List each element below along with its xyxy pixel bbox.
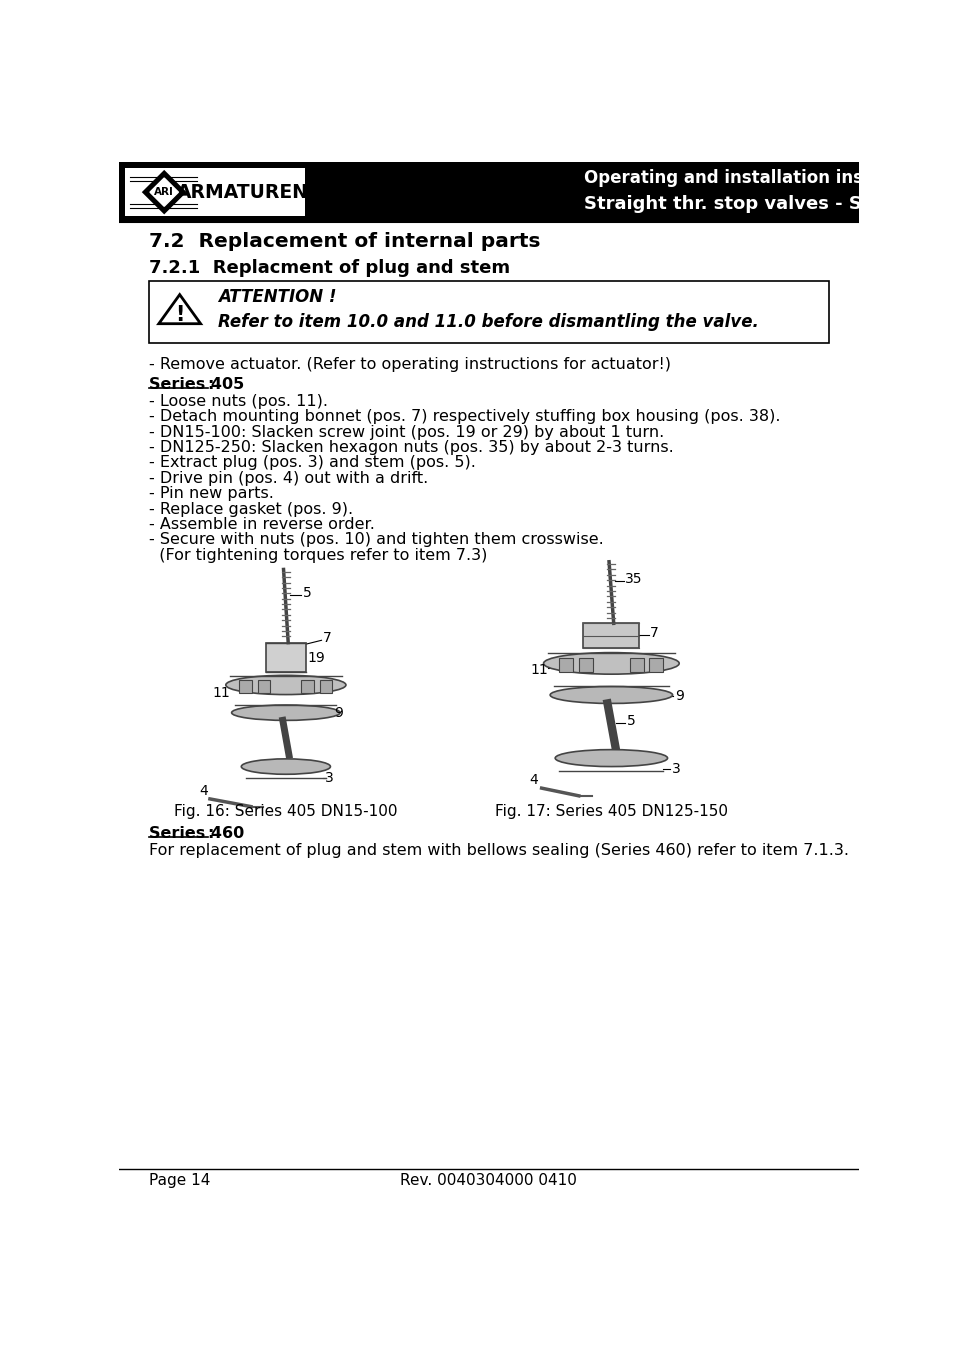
Text: - Extract plug (pos. 3) and stem (pos. 5).: - Extract plug (pos. 3) and stem (pos. 5…	[149, 455, 476, 470]
Text: - Remove actuator. (Refer to operating instructions for actuator!): - Remove actuator. (Refer to operating i…	[149, 357, 670, 372]
Text: Series 405: Series 405	[149, 377, 244, 392]
Ellipse shape	[232, 705, 340, 720]
Text: For replacement of plug and stem with bellows sealing (Series 460) refer to item: For replacement of plug and stem with be…	[149, 843, 848, 858]
Text: - Assemble in reverse order.: - Assemble in reverse order.	[149, 517, 375, 532]
Text: ARI: ARI	[154, 188, 174, 197]
Text: 7.2.1  Replacment of plug and stem: 7.2.1 Replacment of plug and stem	[149, 258, 509, 277]
Polygon shape	[158, 295, 200, 324]
Text: Fig. 17: Series 405 DN125-150: Fig. 17: Series 405 DN125-150	[495, 804, 727, 819]
Text: 19: 19	[307, 651, 325, 665]
Text: - Secure with nuts (pos. 10) and tighten them crosswise.: - Secure with nuts (pos. 10) and tighten…	[149, 532, 603, 547]
FancyBboxPatch shape	[301, 681, 314, 693]
Text: Page 14: Page 14	[149, 1173, 210, 1188]
Text: (For tightening torques refer to item 7.3): (For tightening torques refer to item 7.…	[149, 549, 487, 563]
FancyBboxPatch shape	[649, 658, 662, 671]
Ellipse shape	[543, 653, 679, 674]
FancyBboxPatch shape	[257, 681, 270, 693]
Ellipse shape	[226, 676, 346, 694]
Text: - Replace gasket (pos. 9).: - Replace gasket (pos. 9).	[149, 501, 353, 516]
Text: 11: 11	[530, 662, 547, 677]
Text: 11: 11	[212, 686, 230, 700]
Text: - Detach mounting bonnet (pos. 7) respectively stuffing box housing (pos. 38).: - Detach mounting bonnet (pos. 7) respec…	[149, 409, 780, 424]
Text: 5: 5	[303, 585, 312, 600]
Text: 3: 3	[671, 762, 679, 775]
Text: Refer to item 10.0 and 11.0 before dismantling the valve.: Refer to item 10.0 and 11.0 before disma…	[218, 312, 759, 331]
Text: Straight thr. stop valves - STEVI® 405 / 460 (DN15-250): Straight thr. stop valves - STEVI® 405 /…	[583, 195, 953, 212]
Text: :: :	[208, 377, 213, 392]
Text: Rev. 0040304000 0410: Rev. 0040304000 0410	[400, 1173, 577, 1188]
Ellipse shape	[241, 759, 330, 774]
Text: - Drive pin (pos. 4) out with a drift.: - Drive pin (pos. 4) out with a drift.	[149, 471, 428, 486]
Text: 3: 3	[324, 771, 333, 785]
Text: 7.2  Replacement of internal parts: 7.2 Replacement of internal parts	[149, 232, 539, 251]
Text: 35: 35	[624, 571, 642, 586]
Ellipse shape	[550, 686, 672, 704]
FancyBboxPatch shape	[558, 658, 573, 671]
Text: Fig. 16: Series 405 DN15-100: Fig. 16: Series 405 DN15-100	[174, 804, 397, 819]
Text: 7: 7	[323, 631, 332, 644]
FancyBboxPatch shape	[629, 658, 643, 671]
Text: 5: 5	[626, 715, 635, 728]
Text: :: :	[208, 825, 213, 840]
FancyBboxPatch shape	[319, 681, 332, 693]
Text: - Loose nuts (pos. 11).: - Loose nuts (pos. 11).	[149, 394, 328, 409]
Text: - DN15-100: Slacken screw joint (pos. 19 or 29) by about 1 turn.: - DN15-100: Slacken screw joint (pos. 19…	[149, 424, 663, 439]
Bar	[149, 281, 828, 343]
Text: ATTENTION !: ATTENTION !	[218, 288, 336, 305]
FancyBboxPatch shape	[239, 681, 252, 693]
Bar	[119, 162, 858, 222]
Text: Series 460: Series 460	[149, 825, 244, 840]
Text: ARMATUREN: ARMATUREN	[177, 182, 309, 201]
Text: Operating and installation instructions: Operating and installation instructions	[583, 169, 947, 186]
Text: 4: 4	[199, 784, 208, 798]
Text: 4: 4	[529, 773, 537, 788]
Text: 7: 7	[649, 626, 659, 639]
Bar	[266, 643, 306, 671]
Text: !: !	[174, 304, 184, 324]
Polygon shape	[150, 178, 178, 207]
Bar	[125, 168, 305, 216]
Bar	[583, 623, 639, 648]
Ellipse shape	[555, 750, 667, 766]
Text: - DN125-250: Slacken hexagon nuts (pos. 35) by about 2-3 turns.: - DN125-250: Slacken hexagon nuts (pos. …	[149, 440, 673, 455]
FancyBboxPatch shape	[578, 658, 592, 671]
Text: 9: 9	[334, 705, 342, 720]
Polygon shape	[143, 172, 185, 213]
Text: 9: 9	[674, 689, 683, 703]
Text: - Pin new parts.: - Pin new parts.	[149, 486, 274, 501]
